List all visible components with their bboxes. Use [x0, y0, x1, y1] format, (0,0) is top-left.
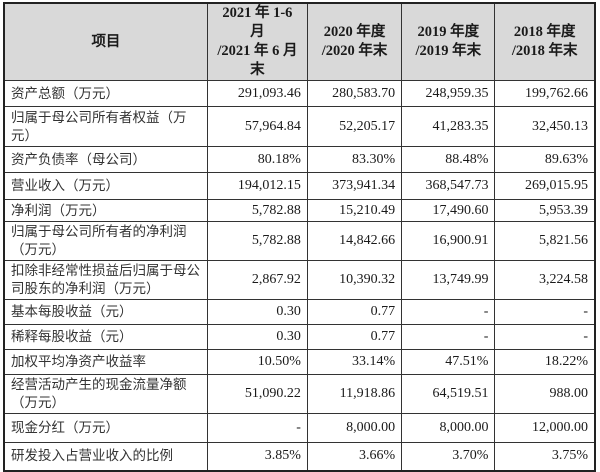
table-row: 基本每股收益（元） 0.30 0.77- -	[3, 299, 596, 325]
header-line2: /2019 年末	[415, 43, 482, 59]
row-value: 51,090.22	[206, 374, 308, 414]
row-value: 3,224.58	[494, 260, 596, 300]
row-value: 3.70%	[401, 442, 496, 471]
row-value: 5,953.39	[494, 199, 596, 222]
table-row: 净利润（万元） 5,782.88 15,210.49 17,490.60 5,953.3…	[3, 199, 596, 222]
table-row: 归属于母公司所有者权益（万元） 57,964.84 52,205.17 41,283.…	[3, 106, 596, 147]
row-value: -	[206, 413, 308, 443]
table-row: 稀释每股收益（元） 0.30 0.77- -	[3, 324, 596, 350]
row-value: 57,964.84	[206, 106, 308, 147]
row-value: 0.30	[206, 299, 308, 325]
row-value: 52,205.17	[306, 106, 403, 147]
header-2019: 2019 年度/2019 年末	[401, 2, 496, 81]
header-line1: 2019 年度	[417, 24, 480, 40]
row-label: 净利润（万元）	[3, 199, 208, 222]
row-value: 80.18%	[206, 146, 308, 173]
row-value: 89.63%	[494, 146, 596, 173]
row-value: 10.50%	[206, 349, 308, 375]
row-label: 归属于母公司所有者的净利润（万元）	[3, 221, 208, 261]
row-value: 64,519.51	[401, 374, 496, 414]
row-value: 11,918.86	[306, 374, 403, 414]
row-value: 47.51%	[401, 349, 496, 375]
row-value: 10,390.32	[306, 260, 403, 300]
header-label: 项目	[91, 33, 121, 50]
header-line1: 2018 年度	[513, 24, 576, 40]
row-value: 3.85%	[206, 442, 308, 471]
row-value: 5,821.56	[494, 221, 596, 261]
row-value: 199,762.66	[494, 80, 596, 107]
header-line1: 2020 年度	[323, 24, 386, 40]
row-label: 现金分红（万元）	[3, 413, 208, 443]
row-value: -	[494, 324, 596, 350]
table-header-row: 项目 2021 年 1-6 月/2021 年 6 月末 2020 年度/2020…	[3, 2, 596, 81]
header-2021h1: 2021 年 1-6 月/2021 年 6 月末	[206, 2, 308, 81]
table-row: 扣除非经常性损益后归属于母公司股东的净利润（万元） 2,867.92 10,390.…	[3, 260, 596, 300]
row-label: 加权平均净资产收益率	[3, 349, 208, 375]
row-value: 0.77	[306, 299, 403, 325]
row-value: 2,867.92	[206, 260, 308, 300]
row-value: 14,842.66	[306, 221, 403, 261]
row-value: 12,000.00	[494, 413, 596, 443]
row-value: 88.48%	[401, 146, 496, 173]
row-value: 15,210.49	[306, 199, 403, 222]
row-label: 扣除非经常性损益后归属于母公司股东的净利润（万元）	[3, 260, 208, 300]
row-value: 5,782.88	[206, 199, 308, 222]
row-value: 18.22%	[494, 349, 596, 375]
financial-summary-table: 项目 2021 年 1-6 月/2021 年 6 月末 2020 年度/2020…	[3, 2, 596, 472]
row-value: 280,583.70	[306, 80, 403, 107]
row-value: 8,000.00	[401, 413, 496, 443]
header-2020: 2020 年度/2020 年末	[306, 2, 403, 81]
row-value: 291,093.46	[206, 80, 308, 107]
header-item: 项目	[3, 2, 208, 81]
row-value: 988.00	[494, 374, 596, 414]
table-row: 资产总额（万元） 291,093.46 280,583.70 248,959.35 19…	[3, 80, 596, 107]
table-body: 资产总额（万元） 291,093.46 280,583.70 248,959.35 19…	[3, 80, 596, 471]
header-line1: 2021 年 1-6 月	[222, 5, 293, 40]
row-value: 33.14%	[306, 349, 403, 375]
row-value: 3.75%	[494, 442, 596, 471]
row-value: 0.30	[206, 324, 308, 350]
table-row: 资产负债率（母公司） 80.18% 83.30% 88.48% 89.63%	[3, 146, 596, 173]
row-label: 研发投入占营业收入的比例	[3, 442, 208, 471]
row-value: 13,749.99	[401, 260, 496, 300]
row-value: 41,283.35	[401, 106, 496, 147]
row-label: 稀释每股收益（元）	[3, 324, 208, 350]
row-label: 营业收入（万元）	[3, 172, 208, 200]
row-value: -	[401, 299, 496, 325]
table-row: 研发投入占营业收入的比例 3.85% 3.66% 3.70% 3.75%	[3, 442, 596, 471]
header-line2: /2018 年末	[511, 43, 578, 59]
row-label: 经营活动产生的现金流量净额（万元）	[3, 374, 208, 414]
table-row: 营业收入（万元） 194,012.15 373,941.34 368,547.73 26…	[3, 172, 596, 200]
row-label: 资产负债率（母公司）	[3, 146, 208, 173]
row-value: 269,015.95	[494, 172, 596, 200]
row-value: 194,012.15	[206, 172, 308, 200]
table-row: 加权平均净资产收益率 10.50% 33.14% 47.51% 18.22%	[3, 349, 596, 375]
row-label: 资产总额（万元）	[3, 80, 208, 107]
row-value: 5,782.88	[206, 221, 308, 261]
row-label: 归属于母公司所有者权益（万元）	[3, 106, 208, 147]
row-value: 16,900.91	[401, 221, 496, 261]
table-row: 现金分红（万元） -8,000.00 8,000.00 12,000.00	[3, 413, 596, 443]
row-value: 248,959.35	[401, 80, 496, 107]
row-value: 17,490.60	[401, 199, 496, 222]
row-value: 32,450.13	[494, 106, 596, 147]
table-row: 经营活动产生的现金流量净额（万元） 51,090.22 11,918.86 64,51…	[3, 374, 596, 414]
row-value: 373,941.34	[306, 172, 403, 200]
row-value: 368,547.73	[401, 172, 496, 200]
row-label: 基本每股收益（元）	[3, 299, 208, 325]
header-2018: 2018 年度/2018 年末	[494, 2, 596, 81]
row-value: 3.66%	[306, 442, 403, 471]
table-row: 归属于母公司所有者的净利润（万元） 5,782.88 14,842.66 16,900…	[3, 221, 596, 261]
row-value: -	[494, 299, 596, 325]
row-value: 8,000.00	[306, 413, 403, 443]
row-value: 0.77	[306, 324, 403, 350]
row-value: 83.30%	[306, 146, 403, 173]
row-value: -	[401, 324, 496, 350]
header-line2: /2020 年末	[321, 43, 388, 59]
header-line2: /2021 年 6 月末	[217, 43, 298, 78]
